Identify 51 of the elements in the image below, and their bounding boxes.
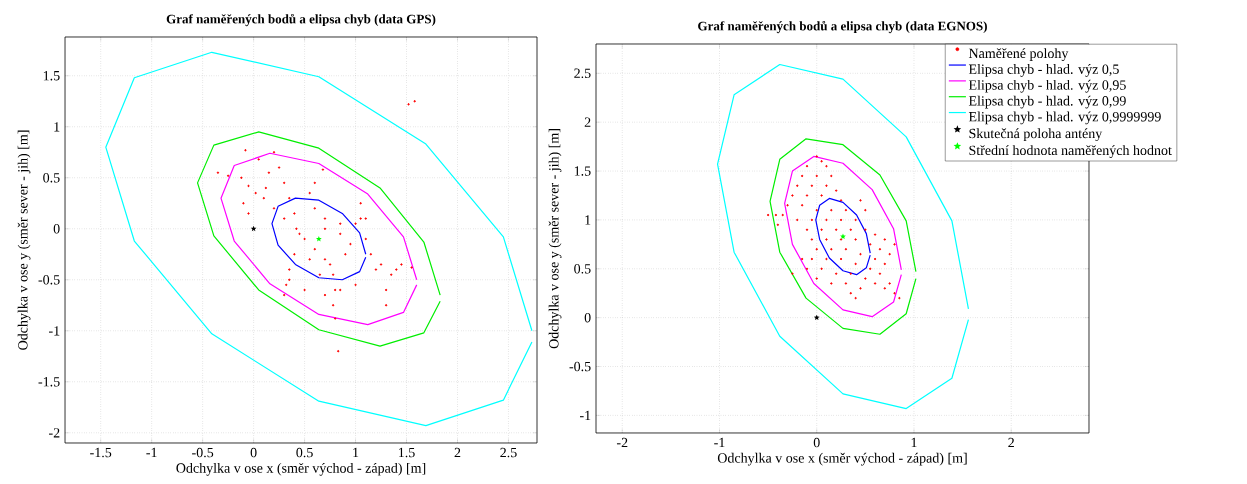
x-axis-title: Odchylka v ose x (směr východ - západ) [m] [176,462,426,476]
x-tick-label: 1 [353,447,359,458]
y-tick-label: -1 [49,326,60,336]
y-tick-label: 0 [584,312,591,323]
y-tick-label: 2 [584,117,591,127]
x-tick-label: 1.5 [399,447,415,458]
y-tick-label: 0 [53,224,60,234]
y-axis-title: Odchylka v ose y (směr sever - jih) [m] [17,130,31,350]
x-tick-label: -1 [146,447,157,458]
x-tick-label: -1.5 [90,447,112,458]
x-tick-label: -1 [714,437,725,448]
line-series [105,51,533,427]
line-series [220,152,418,326]
line-series [784,155,902,318]
y-tick-label: 1.5 [574,166,591,176]
line-series [769,138,917,335]
y-tick-label: -0.5 [569,361,591,372]
legend-label: Elipsa chyb - hlad. výz 0,95 [968,79,1126,93]
legend-label: Elipsa chyb - hlad. výz 0,5 [968,64,1119,77]
x-tick-label: 0 [813,437,820,448]
legend-label: Střední hodnota naměřených hodnot [969,145,1172,158]
y-tick-label: 0.5 [43,173,60,183]
x-tick-label: -0.5 [192,447,214,458]
legend-label: Elipsa chyb - hlad. výz 0,99 [968,95,1126,109]
chart-title: Graf naměřených bodů a elipsa chyb (data EGNOS) [698,20,987,34]
y-tick-label: -1 [580,410,591,421]
line-series [196,131,441,347]
y-tick-label: 1 [54,122,60,132]
y-tick-label: -0.5 [38,275,60,285]
x-tick-label: 2 [1008,437,1014,448]
legend-label: Naměřené polohy [968,48,1069,61]
y-tick-label: 2.5 [574,68,591,79]
y-tick-label: -2 [49,428,60,438]
line-series [271,197,367,281]
y-tick-label: 0.5 [574,264,591,274]
x-tick-label: 1 [911,437,917,448]
legend-label: Skutečná poloha antény [969,128,1103,142]
line-series [815,197,871,276]
x-axis-title: Odchylka v ose x (směr východ - západ) [m] [717,452,967,466]
legend-label: Elipsa chyb - hlad. výz 0,9999999 [968,111,1161,125]
x-tick-label: 2.5 [500,447,517,458]
y-axis-title: Odchylka v ose y (směr sever - jih) [m] [548,129,562,349]
x-tick-label: 0.5 [296,447,313,458]
x-tick-label: 0 [250,447,257,458]
x-tick-label: 2 [454,447,461,458]
y-tick-label: 1 [585,215,591,225]
line-series [716,63,970,410]
y-tick-label: 1.5 [43,71,60,81]
chart-title: Graf naměřených bodů a elipsa chyb (data GPS) [166,13,436,27]
x-tick-label: -2 [616,437,628,448]
y-tick-label: -1.5 [38,377,60,387]
